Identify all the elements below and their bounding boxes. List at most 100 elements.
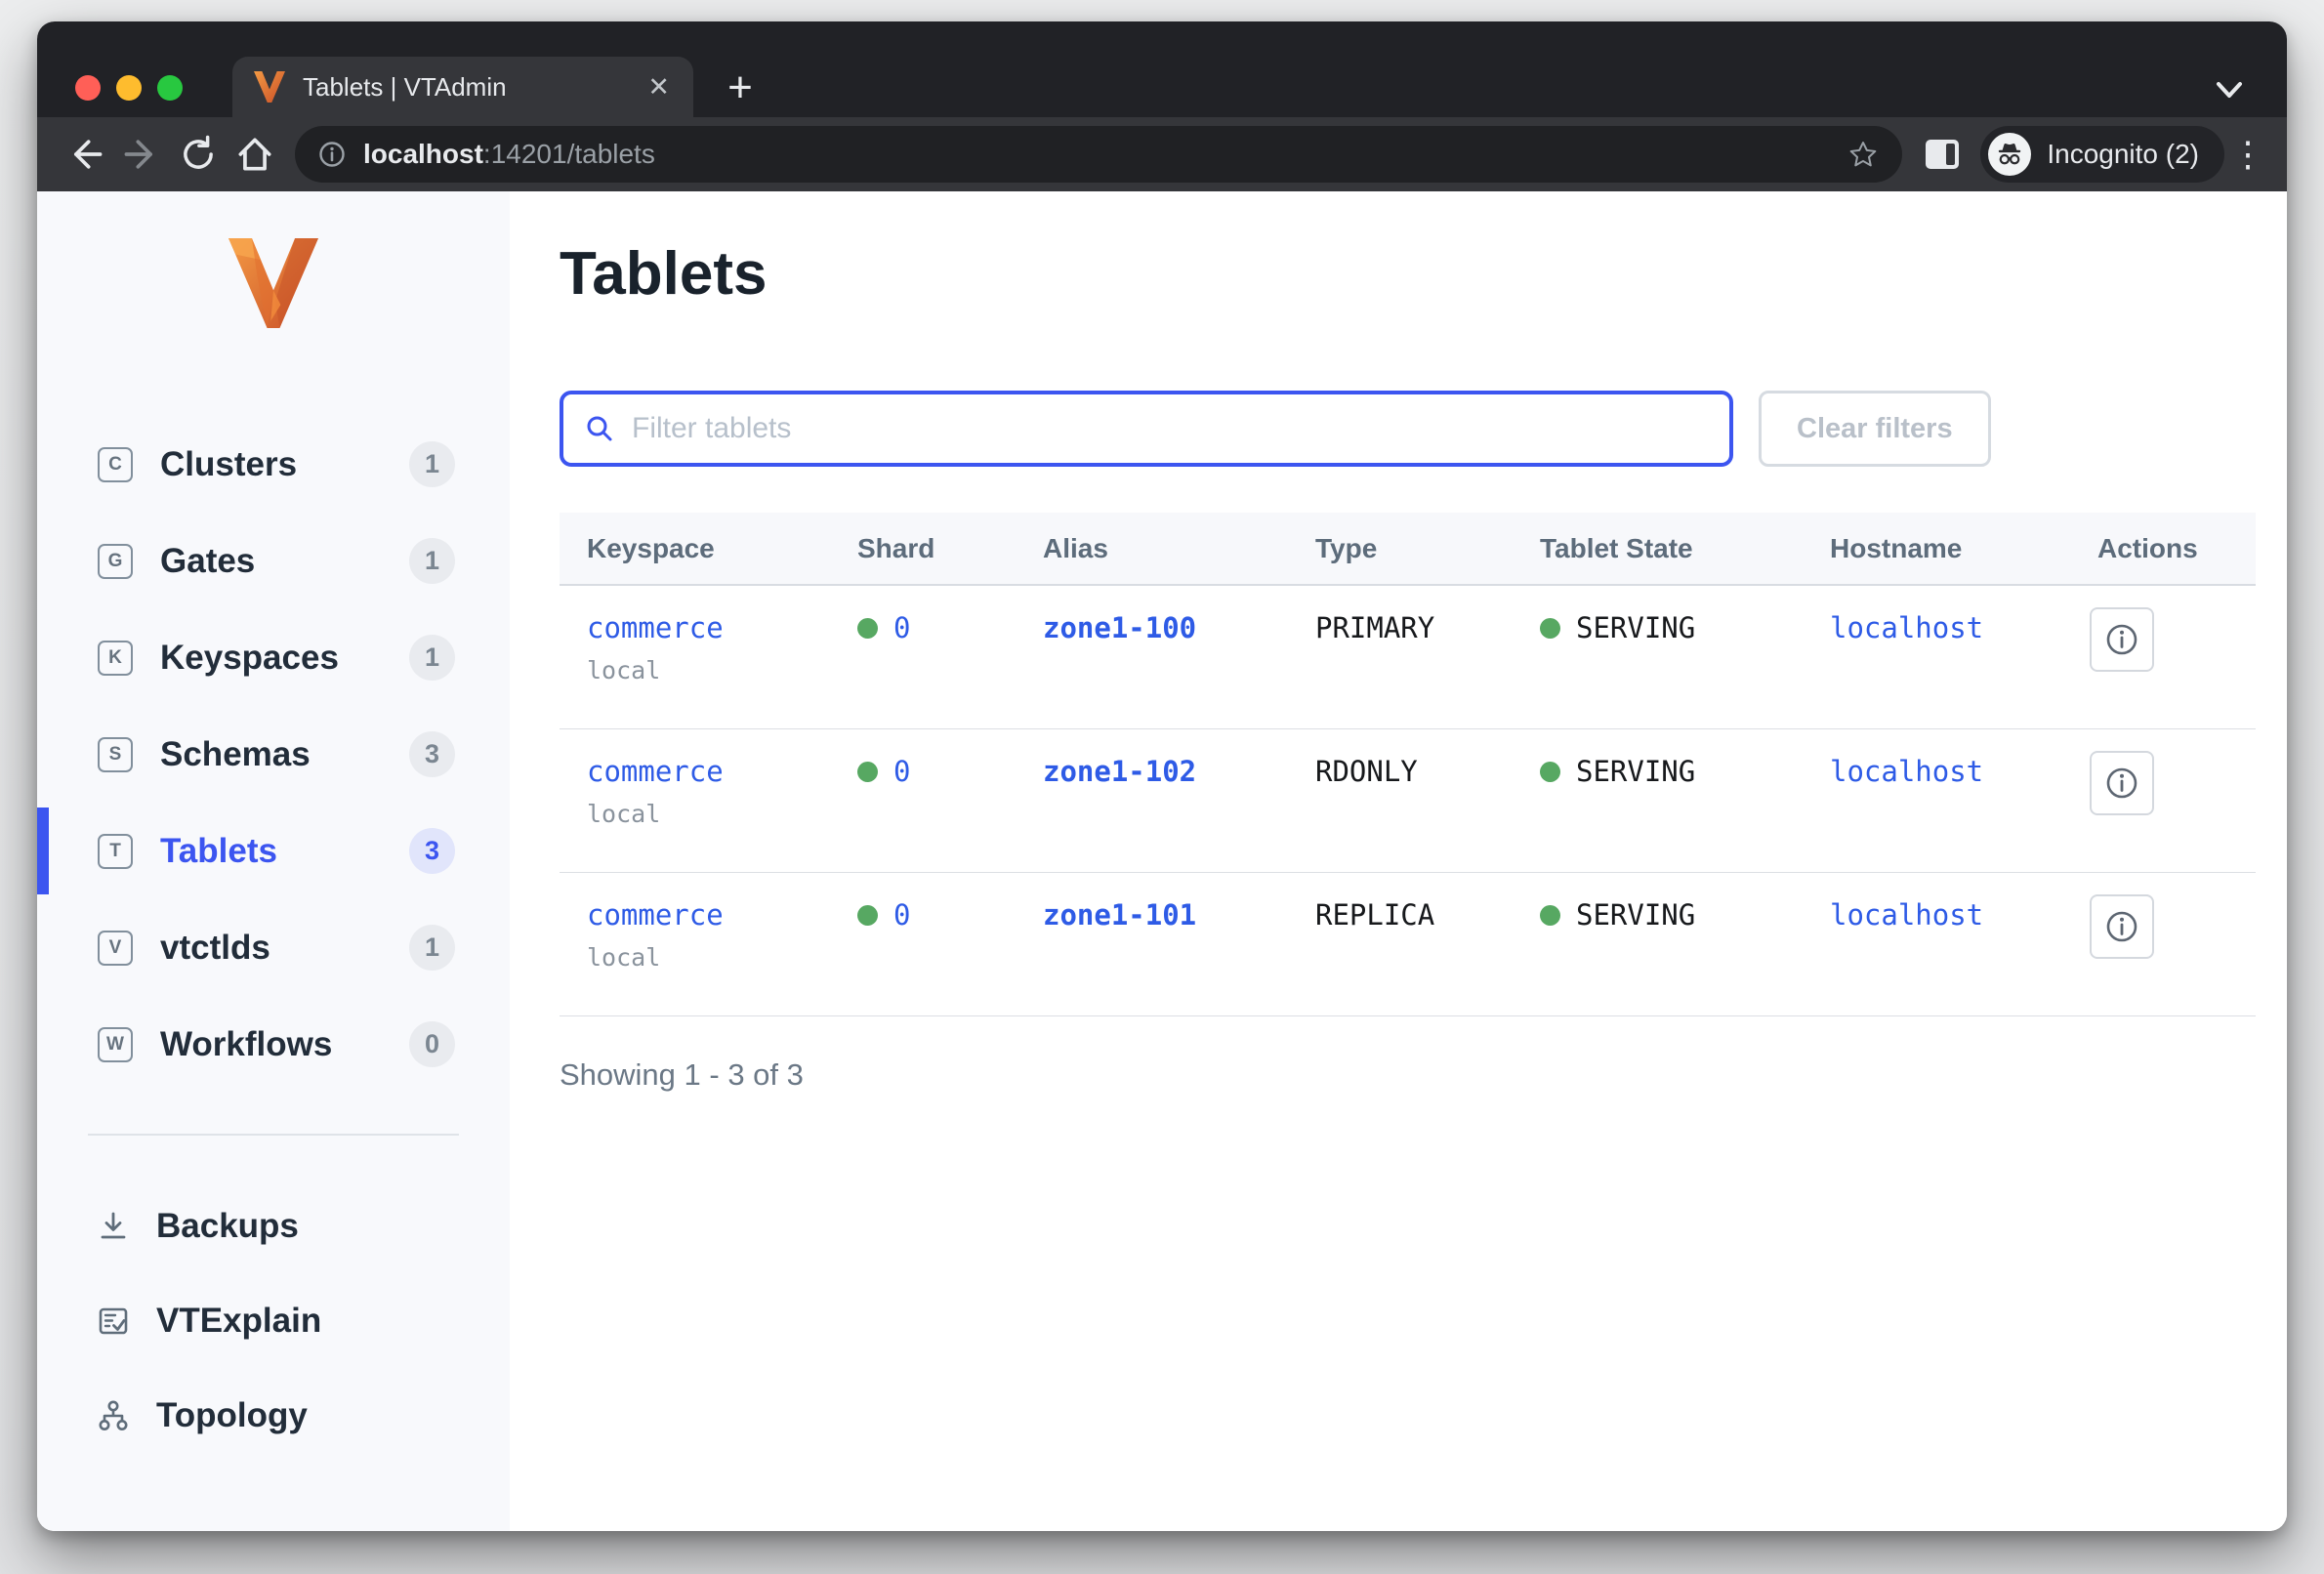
- sidebar-item-label: Schemas: [160, 734, 311, 773]
- zoom-window-button[interactable]: [157, 75, 183, 101]
- alias-link[interactable]: zone1-101: [1043, 898, 1197, 932]
- sidebar-item-vtctlds[interactable]: V vtctlds 1: [37, 899, 510, 996]
- sidebar-item-label: Keyspaces: [160, 638, 339, 677]
- column-header: Actions: [2097, 532, 2198, 563]
- actions-cell: [2070, 894, 2256, 959]
- sidebar-item-schemas[interactable]: S Schemas 3: [37, 706, 510, 803]
- hostname-link[interactable]: localhost: [1830, 755, 1984, 788]
- keyspace-cell: commerce local: [560, 611, 830, 684]
- column-header: Keyspace: [587, 532, 715, 563]
- tablet-info-button[interactable]: [2090, 751, 2154, 815]
- count-badge: 1: [409, 538, 455, 584]
- column-header: Shard: [857, 532, 935, 563]
- column-header: Type: [1315, 532, 1378, 563]
- filter-input-wrapper: [560, 391, 1733, 467]
- letter-box-icon: W: [98, 1026, 133, 1062]
- tab-search-chevron-icon[interactable]: [2213, 78, 2246, 104]
- shard-link[interactable]: 0: [893, 898, 911, 932]
- url-host: localhost: [363, 139, 483, 169]
- keyspace-cell: commerce local: [560, 898, 830, 972]
- reload-button[interactable]: [170, 126, 227, 183]
- keyspace-link[interactable]: commerce: [587, 755, 724, 788]
- showing-count: Showing 1 - 3 of 3: [560, 1057, 804, 1092]
- table-body: commerce local 0 zone1-100 PRIMARY SERVI…: [560, 586, 2256, 1016]
- bookmark-star-icon[interactable]: [1847, 139, 1879, 170]
- sidebar-item-keyspaces[interactable]: K Keyspaces 1: [37, 609, 510, 706]
- tablet-info-button[interactable]: [2090, 894, 2154, 959]
- tablet-state: SERVING: [1576, 898, 1696, 932]
- status-dot: [857, 904, 878, 926]
- vitess-logo: [228, 238, 318, 328]
- document-check-icon: [94, 1304, 133, 1339]
- site-info-icon[interactable]: [318, 141, 346, 168]
- letter-box-icon: T: [98, 833, 133, 869]
- browser-toolbar: localhost:14201/tablets: [37, 117, 2287, 191]
- info-icon: [2106, 767, 2137, 799]
- filter-tablets-input[interactable]: [630, 411, 1708, 446]
- count-badge: 1: [409, 441, 455, 487]
- clear-filters-button[interactable]: Clear filters: [1759, 391, 1991, 467]
- back-button[interactable]: [57, 126, 113, 183]
- letter-box-icon: C: [98, 446, 133, 482]
- count-badge: 3: [409, 828, 455, 874]
- side-panel-button[interactable]: [1914, 126, 1971, 183]
- tablet-info-button[interactable]: [2090, 607, 2154, 672]
- sidebar-item-topology[interactable]: Topology: [37, 1368, 510, 1463]
- alias-link[interactable]: zone1-102: [1043, 755, 1197, 788]
- tablet-type: RDONLY: [1315, 755, 1418, 788]
- count-badge: 1: [409, 925, 455, 971]
- alias-link[interactable]: zone1-100: [1043, 611, 1197, 644]
- topology-icon: [94, 1398, 133, 1433]
- table-row: commerce local 0 zone1-101 REPLICA SERVI…: [560, 873, 2256, 1016]
- incognito-label: Incognito (2): [2047, 139, 2199, 169]
- cluster-name: local: [587, 800, 661, 828]
- hostname-cell: localhost: [1803, 898, 2070, 932]
- new-tab-button[interactable]: +: [715, 62, 766, 113]
- shard-link[interactable]: 0: [893, 755, 911, 788]
- sidebar-item-backups[interactable]: Backups: [37, 1179, 510, 1273]
- cluster-name: local: [587, 656, 661, 684]
- keyspace-link[interactable]: commerce: [587, 898, 724, 932]
- column-header: Hostname: [1830, 532, 1963, 563]
- keyspace-link[interactable]: commerce: [587, 611, 724, 644]
- count-badge: 1: [409, 635, 455, 681]
- sidebar-item-clusters[interactable]: C Clusters 1: [37, 416, 510, 513]
- url-bar[interactable]: localhost:14201/tablets: [295, 126, 1903, 183]
- tablets-table: Keyspace Shard Alias Type Tablet State Hostna…: [560, 513, 2256, 1016]
- shard-cell: 0: [830, 611, 1016, 644]
- status-dot: [1540, 617, 1560, 639]
- state-cell: SERVING: [1513, 755, 1803, 788]
- sidebar-item-tablets[interactable]: T Tablets 3: [37, 803, 510, 899]
- tab-title: Tablets | VTAdmin: [303, 71, 507, 102]
- main-panel: Tablets Clear filters Keyspace Shard Alias…: [510, 191, 2287, 1531]
- table-header-row: Keyspace Shard Alias Type Tablet State Hostna…: [560, 513, 2256, 586]
- letter-box-icon: K: [98, 640, 133, 676]
- tab-close-icon[interactable]: ✕: [647, 71, 670, 102]
- cluster-name: local: [587, 943, 661, 972]
- alias-cell: zone1-100: [1016, 611, 1288, 644]
- sidebar-item-gates[interactable]: G Gates 1: [37, 513, 510, 609]
- column-header: Tablet State: [1540, 532, 1693, 563]
- forward-button[interactable]: [113, 126, 170, 183]
- hostname-link[interactable]: localhost: [1830, 898, 1984, 932]
- close-window-button[interactable]: [75, 75, 101, 101]
- sidebar-item-label: vtctlds: [160, 928, 270, 967]
- sidebar-divider: [88, 1134, 459, 1136]
- status-dot: [1540, 761, 1560, 782]
- sidebar-item-label: Clusters: [160, 444, 298, 483]
- incognito-badge[interactable]: Incognito (2): [1980, 126, 2224, 183]
- search-icon: [587, 416, 612, 441]
- hostname-link[interactable]: localhost: [1830, 611, 1984, 644]
- status-dot: [857, 761, 878, 782]
- sidebar-item-workflows[interactable]: W Workflows 0: [37, 996, 510, 1093]
- browser-tab[interactable]: Tablets | VTAdmin ✕: [232, 57, 693, 117]
- sidebar-item-label: VTExplain: [156, 1301, 322, 1340]
- home-button[interactable]: [227, 126, 283, 183]
- shard-link[interactable]: 0: [893, 611, 911, 644]
- minimize-window-button[interactable]: [116, 75, 142, 101]
- table-row: commerce local 0 zone1-102 RDONLY SERVIN…: [560, 729, 2256, 873]
- menu-kebab-button[interactable]: ⋮: [2224, 126, 2267, 183]
- info-icon: [2106, 911, 2137, 942]
- incognito-icon: [1988, 133, 2032, 176]
- sidebar-item-vtexplain[interactable]: VTExplain: [37, 1273, 510, 1368]
